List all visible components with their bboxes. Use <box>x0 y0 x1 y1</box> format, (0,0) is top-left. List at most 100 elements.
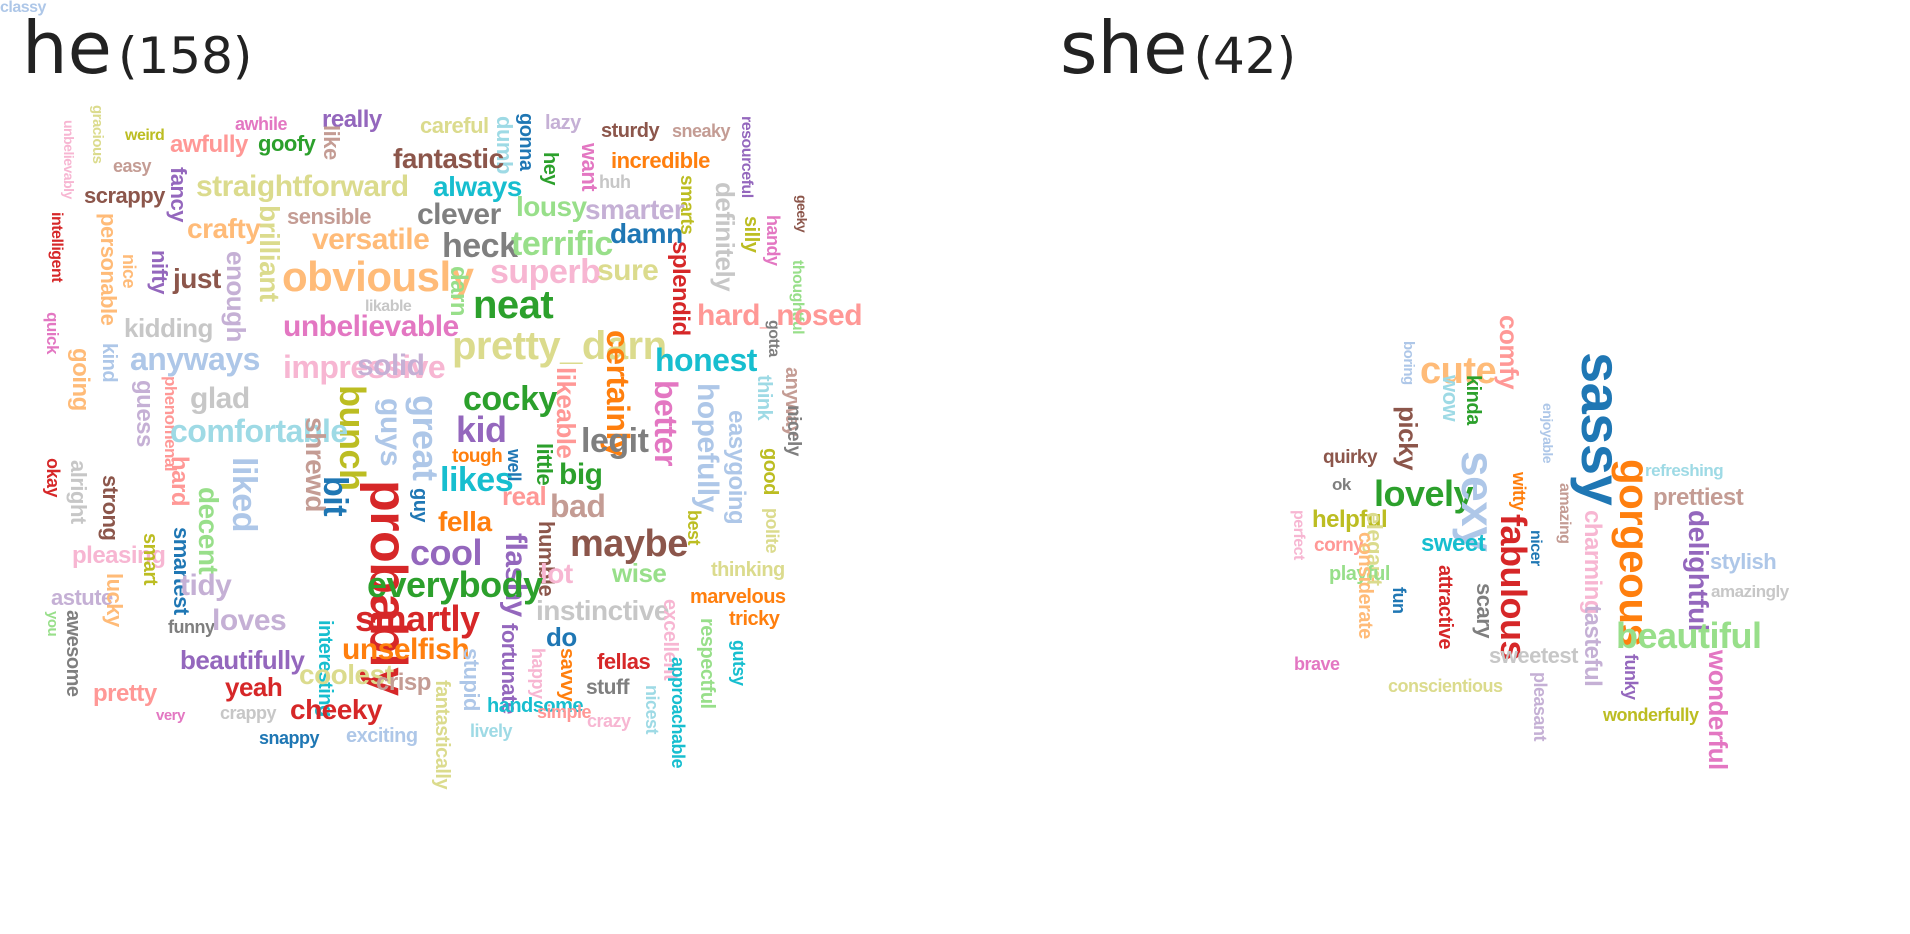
word-happy: happy <box>528 648 548 699</box>
panel-word: he <box>22 6 112 90</box>
word-kid: kid <box>456 409 507 450</box>
word-awfully: awfully <box>170 131 248 158</box>
word-impressive: impressive <box>283 349 446 385</box>
word-picky: picky <box>1393 406 1423 470</box>
word-brave: brave <box>1294 654 1340 674</box>
word-great: great <box>405 395 446 481</box>
word-scrappy: scrappy <box>84 183 165 208</box>
word-lot: lot <box>540 558 573 589</box>
word-maybe: maybe <box>570 523 688 565</box>
word-beautifully: beautifully <box>180 645 305 675</box>
word-pretty-darn: pretty_darn <box>452 324 667 368</box>
word-cool: cool <box>410 532 483 573</box>
word-clever: clever <box>417 198 501 231</box>
word-awesome: awesome <box>62 610 84 697</box>
word-smartly: smartly <box>355 598 480 639</box>
word-personable: personable <box>96 213 121 326</box>
word-easy: easy <box>113 156 152 176</box>
word-tricky: tricky <box>729 608 780 630</box>
word-gracious: gracious <box>89 105 106 164</box>
word-lazy: lazy <box>545 112 581 134</box>
word-pretty: pretty <box>93 680 157 707</box>
word-easygoing: easygoing <box>723 410 750 525</box>
word-sweetest: sweetest <box>1489 643 1578 668</box>
word-playful: playful <box>1329 563 1390 585</box>
word-superb: superb <box>490 253 601 291</box>
word-gonna: gonna <box>515 113 537 171</box>
panel-title-she: she (42) <box>1060 6 1296 90</box>
word-sensible: sensible <box>287 204 372 229</box>
word-likes: likes <box>440 461 514 499</box>
panel-title-he: he (158) <box>22 6 252 90</box>
word-pleasing: pleasing <box>72 542 166 569</box>
word-refreshing: refreshing <box>1645 461 1724 480</box>
word-unselfish: unselfish <box>342 633 470 666</box>
word-considerate: considerate <box>1354 532 1376 639</box>
word-just: just <box>173 263 221 294</box>
word-polite: polite <box>762 508 782 553</box>
word-sneaky: sneaky <box>672 121 731 141</box>
word-well: well <box>504 449 524 482</box>
word-darn: darn <box>445 266 472 317</box>
word-hopefully: hopefully <box>691 383 724 512</box>
word-astute: astute <box>51 585 113 610</box>
word-huh: huh <box>599 172 631 192</box>
word-hard: hard <box>166 456 193 507</box>
word-sure: sure <box>597 254 659 287</box>
word-fella: fella <box>438 506 492 537</box>
word-scary: scary <box>1472 583 1497 639</box>
word-careful: careful <box>420 113 489 138</box>
word-tasteful: tasteful <box>1579 605 1606 687</box>
word-lively: lively <box>470 721 513 741</box>
word-helpful: helpful <box>1312 506 1388 533</box>
word-kinda: kinda <box>1462 375 1484 425</box>
word-prettiest: prettiest <box>1653 484 1744 511</box>
word-damn: damn <box>610 218 683 249</box>
word-fabulous: fabulous <box>1493 514 1534 660</box>
word-funny: funny <box>168 617 215 637</box>
word-sweet: sweet <box>1421 530 1486 557</box>
word-decent: decent <box>193 487 224 575</box>
panel-count: (158) <box>117 27 253 85</box>
word-crafty: crafty <box>187 213 261 244</box>
word-tidy: tidy <box>180 569 232 602</box>
word-good: good <box>759 448 781 495</box>
word-real: real <box>502 481 547 511</box>
word-big: big <box>559 458 603 491</box>
word-smart: smart <box>139 533 161 585</box>
word-gotta: gotta <box>765 320 782 357</box>
word-quick: quick <box>43 312 62 354</box>
word-cloud-she: comfy boring cute sassy wow kinda picky enjoyab… <box>1240 300 1910 860</box>
word-bit: bit <box>316 476 354 517</box>
word-resourceful: resourceful <box>738 116 755 198</box>
word-corny: corny <box>1314 535 1364 556</box>
word-terrific: terrific <box>511 225 613 263</box>
word-charming: charming <box>1579 510 1606 615</box>
word-snappy: snappy <box>259 728 320 748</box>
word-alright: alright <box>66 460 91 524</box>
word-guess: guess <box>131 380 158 447</box>
word-lovely: lovely <box>1374 473 1474 514</box>
word-kind: kind <box>98 343 120 383</box>
word-cloud-he: unbelievably gracious weird awhile really car… <box>0 0 863 789</box>
word-glad: glad <box>190 382 250 415</box>
word-anyways: anyways <box>130 341 260 377</box>
word-silly: silly <box>740 216 762 253</box>
word-straightforward: straightforward <box>196 170 409 203</box>
word-solid: solid <box>357 349 425 382</box>
word-weird: weird <box>125 127 165 144</box>
panel-count: (42) <box>1193 27 1297 85</box>
word-want: want <box>577 143 602 192</box>
word-boring: boring <box>1400 341 1417 385</box>
word-nifty: nifty <box>147 250 172 294</box>
word-instinctive: instinctive <box>536 595 669 626</box>
word-always: always <box>433 171 522 202</box>
word-enjoyable: enjoyable <box>1540 403 1556 464</box>
word-loves: loves <box>212 604 287 637</box>
word-like: like <box>319 125 344 160</box>
word-okay: okay <box>43 458 63 498</box>
word-ok: ok <box>1332 475 1351 494</box>
word-unbelievably: unbelievably <box>61 120 77 199</box>
word-respectful: respectful <box>696 618 718 709</box>
word-wow: wow <box>1438 375 1463 422</box>
